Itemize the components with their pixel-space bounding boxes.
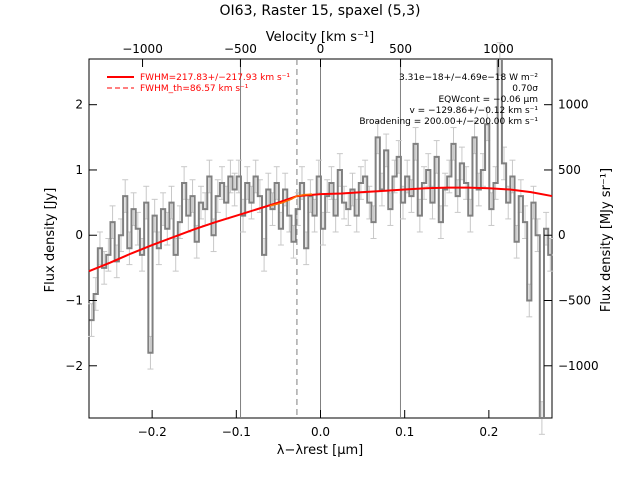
- y-tick-label: −1: [65, 294, 83, 308]
- right-tick-label: −500: [558, 294, 591, 308]
- top-tick-label: 1000: [483, 42, 514, 56]
- annotation-flux: 3.31e−18+/−4.69e−18 W m⁻²: [399, 73, 538, 83]
- annotation-eqw: EQWcont = −0.06 μm: [438, 95, 538, 105]
- fit-line: [88, 186, 553, 273]
- x-axis-label: λ−λrest [μm]: [277, 443, 363, 458]
- right-tick-label: 0: [558, 228, 566, 242]
- annotation-velocity: v = −129.86+/−0.12 km s⁻¹: [409, 106, 538, 116]
- y-axis-label-left: Flux density [Jy]: [43, 188, 58, 293]
- x-tick-label: 0.2: [479, 425, 498, 439]
- axes: −0.2 −0.1 0.0 0.1 0.2 −2 −1 0 1 2 −1000 −500 0 500 100…: [65, 42, 598, 439]
- top-axis-label: Velocity [km s⁻¹]: [266, 30, 374, 45]
- top-tick-label: 0: [317, 42, 325, 56]
- top-tick-label: −1000: [122, 42, 163, 56]
- right-tick-label: 1000: [558, 98, 589, 112]
- chart-title: OI63, Raster 15, spaxel (5,3): [220, 3, 421, 19]
- legend-entry-1: FWHM=217.83+/−217.93 km s⁻¹: [140, 73, 290, 83]
- top-tick-label: 500: [389, 42, 412, 56]
- reference-lines: [240, 59, 401, 418]
- y-tick-label: −2: [65, 359, 83, 373]
- data-step-line: [89, 58, 553, 419]
- annotation-sigma: 0.70σ: [512, 84, 538, 94]
- top-tick-label: −500: [224, 42, 257, 56]
- y-tick-label: 2: [75, 98, 83, 112]
- thermal-fit-line: [269, 193, 313, 207]
- fit-annotations: 3.31e−18+/−4.69e−18 W m⁻² 0.70σ EQWcont …: [359, 73, 538, 127]
- y-tick-label: 0: [75, 228, 83, 242]
- annotation-broadening: Broadening = 200.00+/−200.00 km s⁻¹: [359, 117, 538, 127]
- legend-entry-2: FWHM_th=86.57 km s⁻¹: [140, 84, 249, 94]
- y-axis-label-right: Flux density [MJy sr⁻¹]: [599, 168, 614, 312]
- right-tick-label: −1000: [558, 359, 599, 373]
- x-tick-label: −0.2: [138, 425, 167, 439]
- legend: FWHM=217.83+/−217.93 km s⁻¹ FWHM_th=86.5…: [107, 73, 290, 94]
- x-tick-label: 0.1: [395, 425, 414, 439]
- x-tick-label: −0.1: [222, 425, 251, 439]
- right-tick-label: 500: [558, 163, 581, 177]
- y-tick-label: 1: [75, 163, 83, 177]
- x-tick-label: 0.0: [311, 425, 330, 439]
- data-series: [88, 58, 553, 419]
